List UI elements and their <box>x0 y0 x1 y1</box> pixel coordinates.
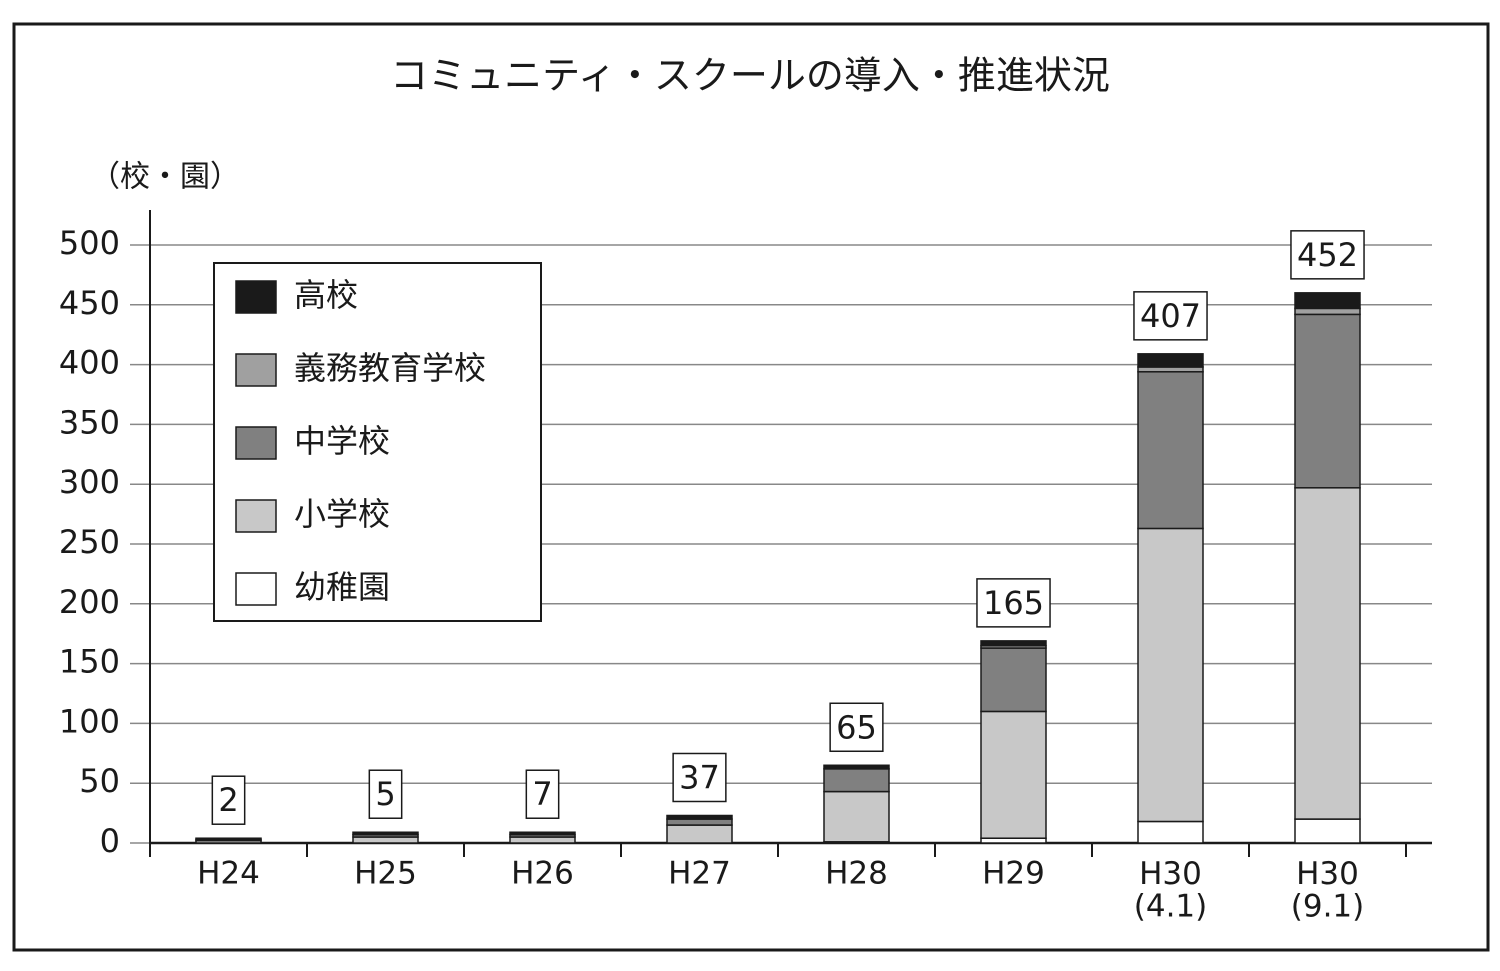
bar-segment <box>980 710 1047 839</box>
x-tick-label: H30 (4.1) <box>1134 856 1208 925</box>
y-tick-label: 0 <box>100 822 120 860</box>
y-tick-label: 200 <box>59 583 120 621</box>
total-label-box <box>829 702 884 753</box>
x-tick-label: H29 <box>982 856 1045 892</box>
y-tick-label: 400 <box>59 344 120 382</box>
legend-swatch <box>235 572 277 606</box>
y-tick-label: 450 <box>59 284 120 322</box>
total-label: 407 <box>1140 297 1201 335</box>
x-tick-label: H30 (9.1) <box>1291 856 1365 925</box>
y-tick-label: 100 <box>59 702 120 740</box>
legend-label: 高校 <box>294 276 358 314</box>
total-label: 2 <box>218 781 238 819</box>
y-tick-label: 150 <box>59 643 120 681</box>
bar-segment <box>1294 818 1361 844</box>
x-tick-label: H26 <box>511 856 574 892</box>
legend-label: 義務教育学校 <box>294 349 486 387</box>
bar-segment <box>352 836 419 844</box>
x-tick-label: H24 <box>197 856 260 892</box>
total-label-box <box>976 578 1051 628</box>
total-label: 5 <box>375 775 395 813</box>
total-label-box <box>368 769 403 819</box>
y-tick-label: 50 <box>79 762 120 800</box>
legend-swatch <box>235 499 277 533</box>
bar-segment <box>1137 353 1204 368</box>
bar-segment <box>1294 487 1361 820</box>
bar-segment <box>823 764 890 770</box>
x-tick-label: H25 <box>354 856 417 892</box>
total-label-box <box>525 769 560 819</box>
legend-swatch <box>235 426 277 460</box>
legend-label: 小学校 <box>294 495 390 533</box>
bar-segment <box>666 814 733 820</box>
bar-segment <box>1137 527 1204 823</box>
bar-segment <box>666 824 733 844</box>
y-axis-label: （校・園） <box>90 160 240 195</box>
legend-label: 中学校 <box>294 422 390 460</box>
bar-segment <box>1137 820 1204 844</box>
chart-title: コミュニティ・スクールの導入・推進状況 <box>390 54 1110 98</box>
legend-label: 幼稚園 <box>294 568 390 606</box>
x-tick-label: H27 <box>668 856 731 892</box>
total-label: 65 <box>836 708 877 746</box>
total-label: 165 <box>983 584 1044 622</box>
bar-segment <box>823 768 890 793</box>
y-tick-label: 250 <box>59 523 120 561</box>
total-label: 7 <box>532 775 552 813</box>
bar-segment <box>1137 371 1204 530</box>
bar-segment <box>509 836 576 844</box>
total-label: 37 <box>679 758 720 796</box>
legend-swatch <box>235 353 277 387</box>
y-tick-label: 300 <box>59 463 120 501</box>
bar-segment <box>823 790 890 843</box>
bar-segment <box>1294 307 1361 316</box>
total-label: 452 <box>1297 236 1358 274</box>
x-tick-label: H28 <box>825 856 888 892</box>
legend-swatch <box>235 280 277 314</box>
y-tick-label: 500 <box>59 224 120 262</box>
bar-segment <box>1294 292 1361 310</box>
bar-segment <box>352 831 419 836</box>
total-label-box <box>1133 291 1208 341</box>
total-label-box <box>1290 230 1365 280</box>
bar-segment <box>509 831 576 836</box>
bar-segment <box>666 818 733 826</box>
bar-segment <box>195 837 262 841</box>
bar-segment <box>980 647 1047 713</box>
total-label-box <box>211 775 246 825</box>
bar-segment <box>1294 313 1361 489</box>
bar-segment <box>980 640 1047 647</box>
total-label-box <box>672 752 727 803</box>
y-tick-label: 350 <box>59 403 120 441</box>
